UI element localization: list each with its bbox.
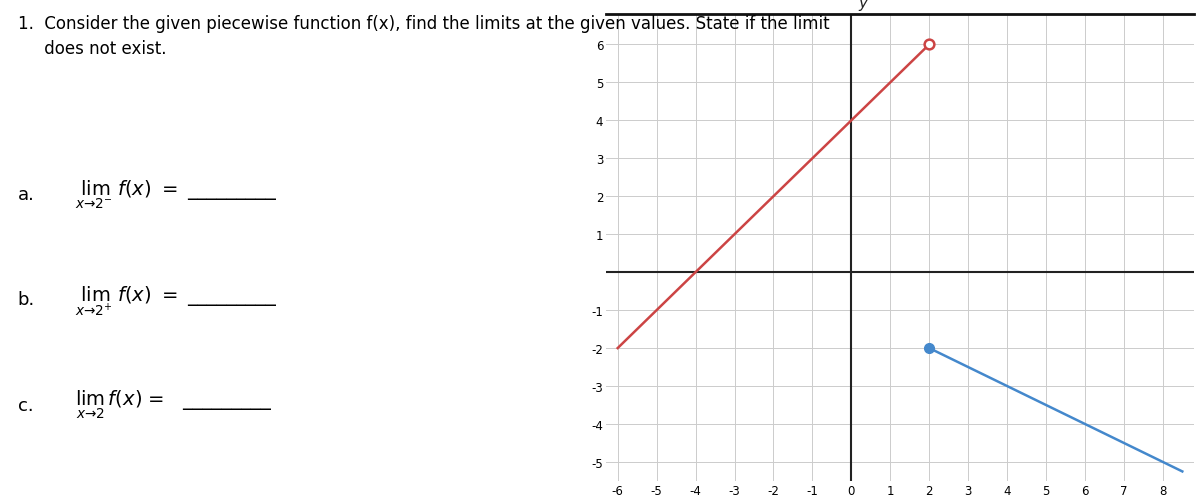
Text: a.: a. [18, 185, 35, 203]
Text: y: y [858, 0, 868, 11]
Text: $\lim_{x \to 2^+}$$\,f(x)$ $=$ _________: $\lim_{x \to 2^+}$$\,f(x)$ $=$ _________ [76, 283, 277, 317]
Text: b.: b. [18, 291, 35, 309]
Text: 1.  Consider the given piecewise function f(x), find the limits at the given val: 1. Consider the given piecewise function… [18, 15, 829, 58]
Text: c.: c. [18, 396, 34, 414]
Text: $\lim_{x \to 2}$$\,f(x)$ $=$   _________: $\lim_{x \to 2}$$\,f(x)$ $=$ _________ [76, 388, 274, 421]
Text: $\lim_{x \to 2^-}$$\,f(x)$ $=$ _________: $\lim_{x \to 2^-}$$\,f(x)$ $=$ _________ [76, 178, 277, 210]
